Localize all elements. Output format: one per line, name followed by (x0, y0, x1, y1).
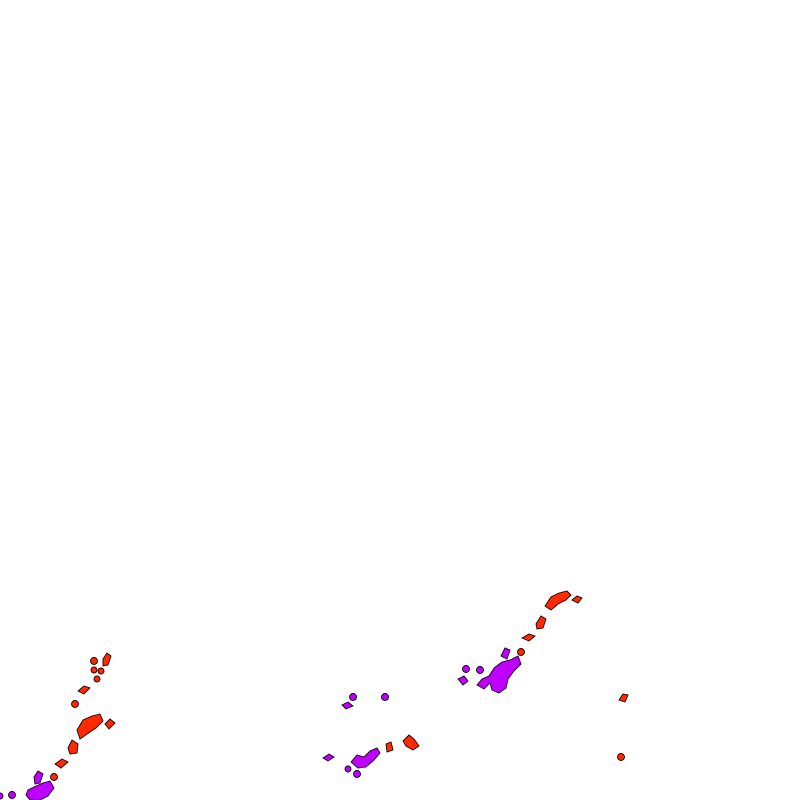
island-polygon (76, 713, 104, 740)
island-polygon (500, 647, 511, 660)
island-polygon (341, 701, 354, 710)
islet (462, 665, 470, 673)
red-region-islands-northeast (517, 590, 629, 761)
island-polygon (571, 595, 583, 604)
islet (476, 666, 484, 674)
islet (381, 693, 389, 701)
islet (93, 675, 101, 683)
purple-region-islands-west (0, 770, 55, 800)
island-polygon (385, 741, 394, 753)
island-polygon (476, 655, 522, 694)
islet (97, 667, 105, 675)
islet (8, 791, 16, 799)
island-polygon (67, 739, 79, 755)
island-polygon (54, 758, 69, 769)
island-polygon (402, 734, 420, 751)
red-region-islands-central (385, 734, 420, 753)
islet (50, 773, 58, 781)
island-polygon (544, 590, 572, 611)
island-polygon (77, 685, 91, 695)
islet (0, 792, 4, 800)
islet (344, 765, 352, 773)
islet (71, 700, 79, 708)
islet (90, 657, 98, 665)
islet (517, 648, 525, 656)
islet (353, 770, 361, 778)
purple-region-islands-northeast (457, 647, 522, 694)
island-polygon (520, 633, 536, 642)
island-polygon (104, 718, 116, 730)
island-polygon (457, 675, 469, 686)
island-polygon (535, 615, 547, 630)
islet (349, 693, 357, 701)
islet (90, 666, 98, 674)
island-polygon (618, 693, 629, 703)
island-polygon (33, 770, 44, 785)
island-polygon (102, 652, 112, 667)
purple-region-islands-central (322, 693, 389, 778)
island-polygon (350, 747, 381, 769)
red-region-islands-west (50, 652, 116, 781)
island-polygon (322, 753, 335, 762)
islet (617, 753, 625, 761)
island-polygon (25, 780, 55, 800)
